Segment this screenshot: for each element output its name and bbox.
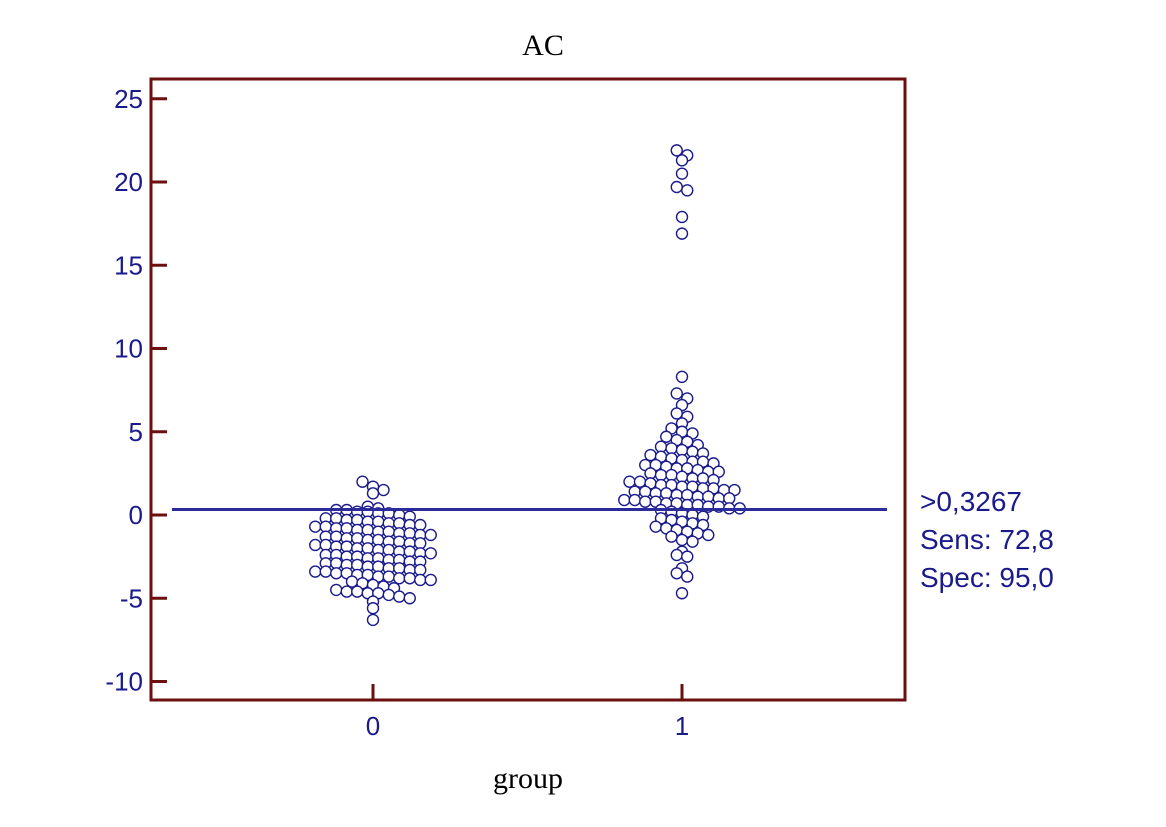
data-point: [623, 475, 636, 488]
data-point: [403, 592, 416, 605]
x-axis-label: group: [493, 762, 563, 795]
data-point: [377, 483, 390, 497]
data-point: [660, 430, 673, 443]
data-point: [670, 387, 683, 400]
y-tick-label: 5: [129, 417, 143, 447]
data-point: [675, 167, 689, 180]
data-point: [618, 493, 631, 507]
data-point: [319, 565, 332, 578]
specificity-label: Spec: 95,0: [920, 562, 1054, 593]
y-tick-label: 15: [114, 250, 143, 280]
data-point: [309, 520, 322, 533]
data-point: [351, 585, 364, 598]
data-point: [675, 533, 689, 547]
data-point: [330, 567, 343, 580]
data-points: [309, 144, 746, 627]
data-point: [424, 547, 437, 560]
data-point: [675, 210, 689, 224]
data-point: [675, 227, 689, 240]
data-point: [382, 588, 395, 602]
data-point: [309, 538, 322, 552]
data-point: [675, 370, 689, 384]
data-point: [675, 587, 689, 600]
data-point: [675, 154, 689, 167]
y-tick-label: -10: [105, 667, 143, 697]
data-point: [686, 535, 699, 548]
data-point: [670, 407, 683, 420]
data-point: [633, 475, 647, 488]
data-point: [366, 602, 380, 615]
x-tick-label: 1: [675, 711, 689, 741]
plot-frame: [149, 77, 907, 702]
data-point: [424, 573, 437, 587]
data-point: [670, 548, 683, 562]
data-point: [670, 567, 683, 580]
y-tick-label: -5: [120, 583, 143, 613]
data-point: [702, 528, 715, 542]
data-point: [424, 528, 437, 542]
y-axis: 25 20 15 10 5 0 -5 -10: [105, 84, 167, 697]
data-point: [649, 520, 662, 533]
data-point: [330, 583, 343, 597]
data-point: [681, 570, 694, 583]
y-tick-label: 0: [129, 500, 143, 530]
data-point: [366, 487, 380, 500]
data-point: [309, 565, 322, 578]
data-point: [345, 575, 359, 588]
data-point: [393, 590, 406, 603]
data-point: [403, 572, 416, 585]
data-point: [414, 573, 427, 587]
data-point: [681, 550, 694, 563]
x-tick-label: 0: [366, 711, 380, 741]
chart-title: AC: [522, 29, 564, 62]
data-point: [670, 144, 683, 157]
data-point: [644, 448, 657, 462]
sensitivity-label: Sens: 72,8: [920, 524, 1054, 555]
data-point: [670, 180, 683, 194]
data-point: [340, 585, 353, 598]
data-point: [639, 495, 652, 508]
data-point: [665, 530, 678, 543]
data-point: [366, 613, 380, 627]
data-point: [356, 475, 369, 488]
y-tick-label: 10: [114, 334, 143, 364]
y-tick-label: 25: [114, 84, 143, 114]
cutoff-label: >0,3267: [920, 486, 1022, 517]
data-point: [681, 184, 694, 197]
data-point: [628, 493, 641, 507]
y-tick-label: 20: [114, 167, 143, 197]
data-point: [393, 572, 406, 585]
data-point: [382, 570, 395, 583]
